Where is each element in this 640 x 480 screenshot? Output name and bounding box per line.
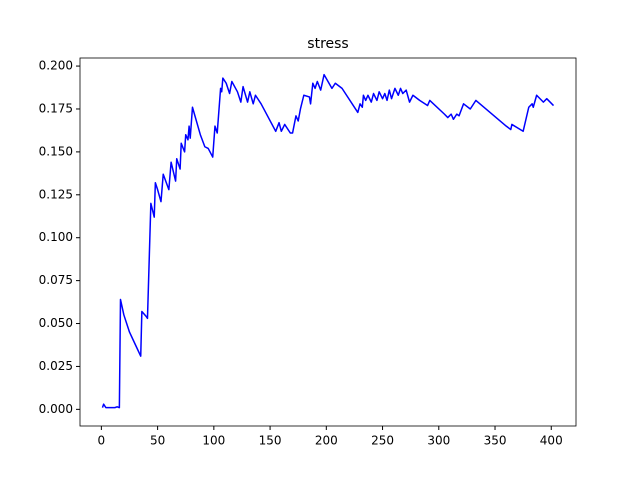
x-tick-label: 300 bbox=[427, 434, 450, 448]
chart-title: stress bbox=[307, 36, 348, 52]
plot-frame bbox=[79, 57, 577, 427]
y-tick-label: 0.100 bbox=[39, 230, 73, 244]
y-tick-label: 0.000 bbox=[39, 402, 73, 416]
y-tick-label: 0.125 bbox=[39, 187, 73, 201]
y-tick-label: 0.200 bbox=[39, 59, 73, 73]
y-tick-label: 0.075 bbox=[39, 273, 73, 287]
y-tick-label: 0.175 bbox=[39, 101, 73, 115]
y-tick-label: 0.150 bbox=[39, 144, 73, 158]
data-line bbox=[101, 73, 555, 409]
y-tick-label: 0.025 bbox=[39, 359, 73, 373]
x-tick-label: 250 bbox=[371, 434, 394, 448]
x-tick-label: 150 bbox=[259, 434, 282, 448]
y-tick-label: 0.050 bbox=[39, 316, 73, 330]
x-tick-label: 400 bbox=[540, 434, 563, 448]
x-tick-label: 0 bbox=[98, 434, 106, 448]
x-tick-label: 50 bbox=[150, 434, 165, 448]
x-tick-label: 350 bbox=[484, 434, 507, 448]
x-tick-label: 200 bbox=[315, 434, 338, 448]
x-tick-label: 100 bbox=[202, 434, 225, 448]
